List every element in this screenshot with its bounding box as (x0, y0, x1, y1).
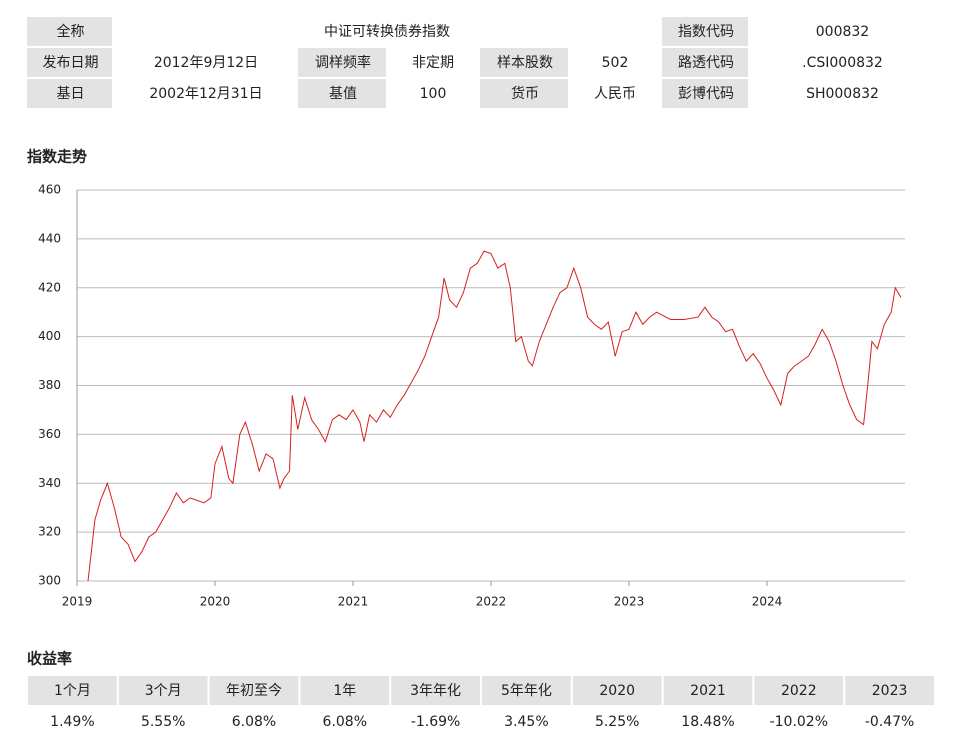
info-value: 100 (420, 86, 447, 102)
label-cell (662, 48, 748, 77)
y-tick-label: 440 (38, 231, 61, 245)
info-value: SH000832 (806, 86, 879, 102)
header-cell (391, 676, 480, 705)
info-value: 2012年9月12日 (154, 55, 258, 71)
x-tick-label: 2019 (62, 595, 93, 609)
return-header: 3个月 (145, 683, 182, 699)
return-value: 6.08% (323, 714, 367, 730)
label-cell (298, 79, 386, 108)
header-cell (572, 676, 662, 705)
info-value: 2002年12月31日 (149, 86, 262, 102)
header-cell (845, 676, 934, 705)
return-header: 5年年化 (501, 683, 552, 699)
header-cell (209, 676, 299, 705)
label-cell (298, 48, 386, 77)
y-tick-label: 300 (38, 574, 61, 588)
header-cell (754, 676, 844, 705)
return-value: 5.25% (595, 714, 639, 730)
return-value: 6.08% (232, 714, 276, 730)
y-tick-label: 400 (38, 329, 61, 343)
label-cell (27, 17, 112, 46)
header-cell (482, 676, 571, 705)
info-label: 指数代码 (678, 24, 734, 40)
return-header: 3年年化 (410, 683, 461, 699)
label-cell (27, 48, 112, 77)
label-cell (480, 79, 568, 108)
x-tick-label: 2024 (752, 595, 783, 609)
y-tick-label: 380 (38, 378, 61, 392)
header-cell (663, 676, 753, 705)
info-label: 彭博代码 (678, 85, 734, 102)
return-value: 5.55% (141, 714, 185, 730)
info-value: 000832 (816, 24, 869, 40)
info-label: 发布日期 (43, 55, 99, 71)
info-value: 中证可转换债券指数 (324, 23, 450, 40)
return-header: 2021 (690, 683, 726, 699)
info-label: 货币 (511, 85, 539, 102)
return-header: 2023 (872, 683, 908, 699)
header-cell (118, 676, 208, 705)
label-cell (27, 79, 112, 108)
info-label: 基日 (57, 85, 85, 102)
return-value: -10.02% (770, 714, 828, 730)
y-tick-label: 420 (38, 280, 61, 294)
return-value: -0.47% (865, 714, 915, 730)
x-tick-label: 2022 (476, 595, 507, 609)
y-tick-label: 360 (38, 427, 61, 441)
info-value: 非定期 (412, 55, 454, 71)
label-cell (480, 48, 568, 77)
x-tick-label: 2023 (614, 595, 645, 609)
return-value: 1.49% (50, 714, 94, 730)
x-tick-label: 2020 (200, 595, 231, 609)
header-cell (28, 676, 117, 705)
return-header: 年初至今 (226, 682, 282, 699)
return-header: 2020 (599, 683, 635, 699)
return-value: 18.48% (681, 714, 734, 730)
returns-title: 收益率 (27, 650, 72, 668)
index-line (87, 250, 902, 582)
return-value: -1.69% (411, 714, 461, 730)
info-label: 调样频率 (315, 54, 371, 71)
header-cell (300, 676, 390, 705)
label-cell (662, 79, 748, 108)
chart-title: 指数走势 (27, 148, 87, 166)
info-label: 基值 (329, 85, 357, 102)
return-value: 3.45% (504, 714, 548, 730)
info-value: .CSI000832 (802, 55, 883, 71)
return-header: 1个月 (54, 683, 91, 699)
return-header: 1年 (333, 683, 356, 699)
y-tick-label: 460 (38, 183, 61, 197)
y-tick-label: 340 (38, 476, 61, 490)
info-value: 502 (602, 55, 629, 71)
info-label: 路透代码 (678, 55, 734, 71)
return-header: 2022 (781, 683, 817, 699)
info-value: 人民币 (594, 86, 636, 102)
x-tick-label: 2021 (338, 595, 369, 609)
info-label: 全称 (57, 23, 85, 40)
y-tick-label: 320 (38, 525, 61, 539)
label-cell (662, 17, 748, 46)
info-label: 样本股数 (497, 55, 553, 71)
